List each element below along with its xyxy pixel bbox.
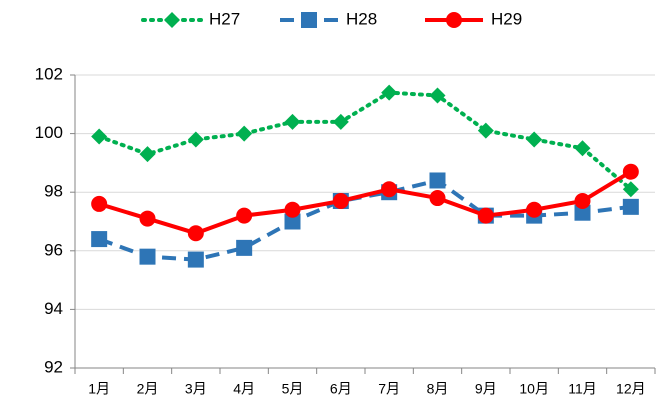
data-point bbox=[429, 172, 446, 189]
data-point bbox=[526, 201, 543, 218]
data-point bbox=[284, 113, 301, 130]
y-tick-label: 96 bbox=[44, 240, 63, 259]
x-tick-label: 6月 bbox=[330, 381, 352, 397]
data-point bbox=[187, 131, 204, 148]
x-tick-label: 3月 bbox=[185, 381, 207, 397]
legend-marker bbox=[301, 12, 317, 28]
x-tick-label: 2月 bbox=[137, 381, 159, 397]
data-point bbox=[429, 87, 446, 104]
y-tick-label: 100 bbox=[35, 123, 63, 142]
data-point bbox=[332, 113, 349, 130]
data-point bbox=[91, 128, 108, 145]
data-point bbox=[91, 195, 108, 212]
data-point bbox=[139, 248, 156, 265]
data-point bbox=[574, 204, 591, 221]
x-tick-label: 7月 bbox=[378, 381, 400, 397]
legend-marker bbox=[164, 12, 180, 28]
y-tick-label: 92 bbox=[44, 357, 63, 376]
legend-label: H27 bbox=[209, 9, 240, 28]
data-point bbox=[236, 207, 253, 224]
x-tick-label: 10月 bbox=[519, 381, 549, 397]
data-point bbox=[381, 181, 398, 198]
series-line bbox=[98, 169, 632, 236]
data-point bbox=[526, 131, 543, 148]
data-point bbox=[139, 146, 156, 163]
data-point bbox=[622, 163, 639, 180]
x-tick-label: 11月 bbox=[568, 381, 597, 397]
y-tick-label: 94 bbox=[44, 299, 63, 318]
data-point bbox=[236, 239, 253, 256]
y-tick-label: 102 bbox=[35, 64, 63, 83]
series-line bbox=[98, 178, 632, 262]
data-point bbox=[477, 207, 494, 224]
data-point bbox=[284, 201, 301, 218]
data-point bbox=[139, 210, 156, 227]
legend-label: H29 bbox=[491, 9, 522, 28]
data-point bbox=[477, 122, 494, 139]
data-point bbox=[574, 192, 591, 209]
x-tick-label: 9月 bbox=[475, 381, 497, 397]
legend-marker bbox=[446, 12, 462, 28]
x-tick-label: 5月 bbox=[282, 381, 304, 397]
data-point bbox=[236, 125, 253, 142]
data-point bbox=[381, 84, 398, 101]
data-point bbox=[574, 140, 591, 157]
data-point bbox=[187, 251, 204, 268]
data-point bbox=[429, 190, 446, 207]
data-point bbox=[187, 225, 204, 242]
y-tick-label: 98 bbox=[44, 182, 63, 201]
data-point bbox=[332, 192, 349, 209]
x-tick-label: 8月 bbox=[427, 381, 449, 397]
data-point bbox=[91, 231, 108, 248]
series-line bbox=[97, 90, 633, 192]
x-tick-label: 12月 bbox=[616, 381, 646, 397]
legend-label: H28 bbox=[346, 9, 377, 28]
data-point bbox=[284, 213, 301, 230]
data-point bbox=[622, 181, 639, 198]
data-point bbox=[622, 198, 639, 215]
x-tick-label: 4月 bbox=[233, 381, 255, 397]
x-tick-label: 1月 bbox=[88, 381, 110, 397]
